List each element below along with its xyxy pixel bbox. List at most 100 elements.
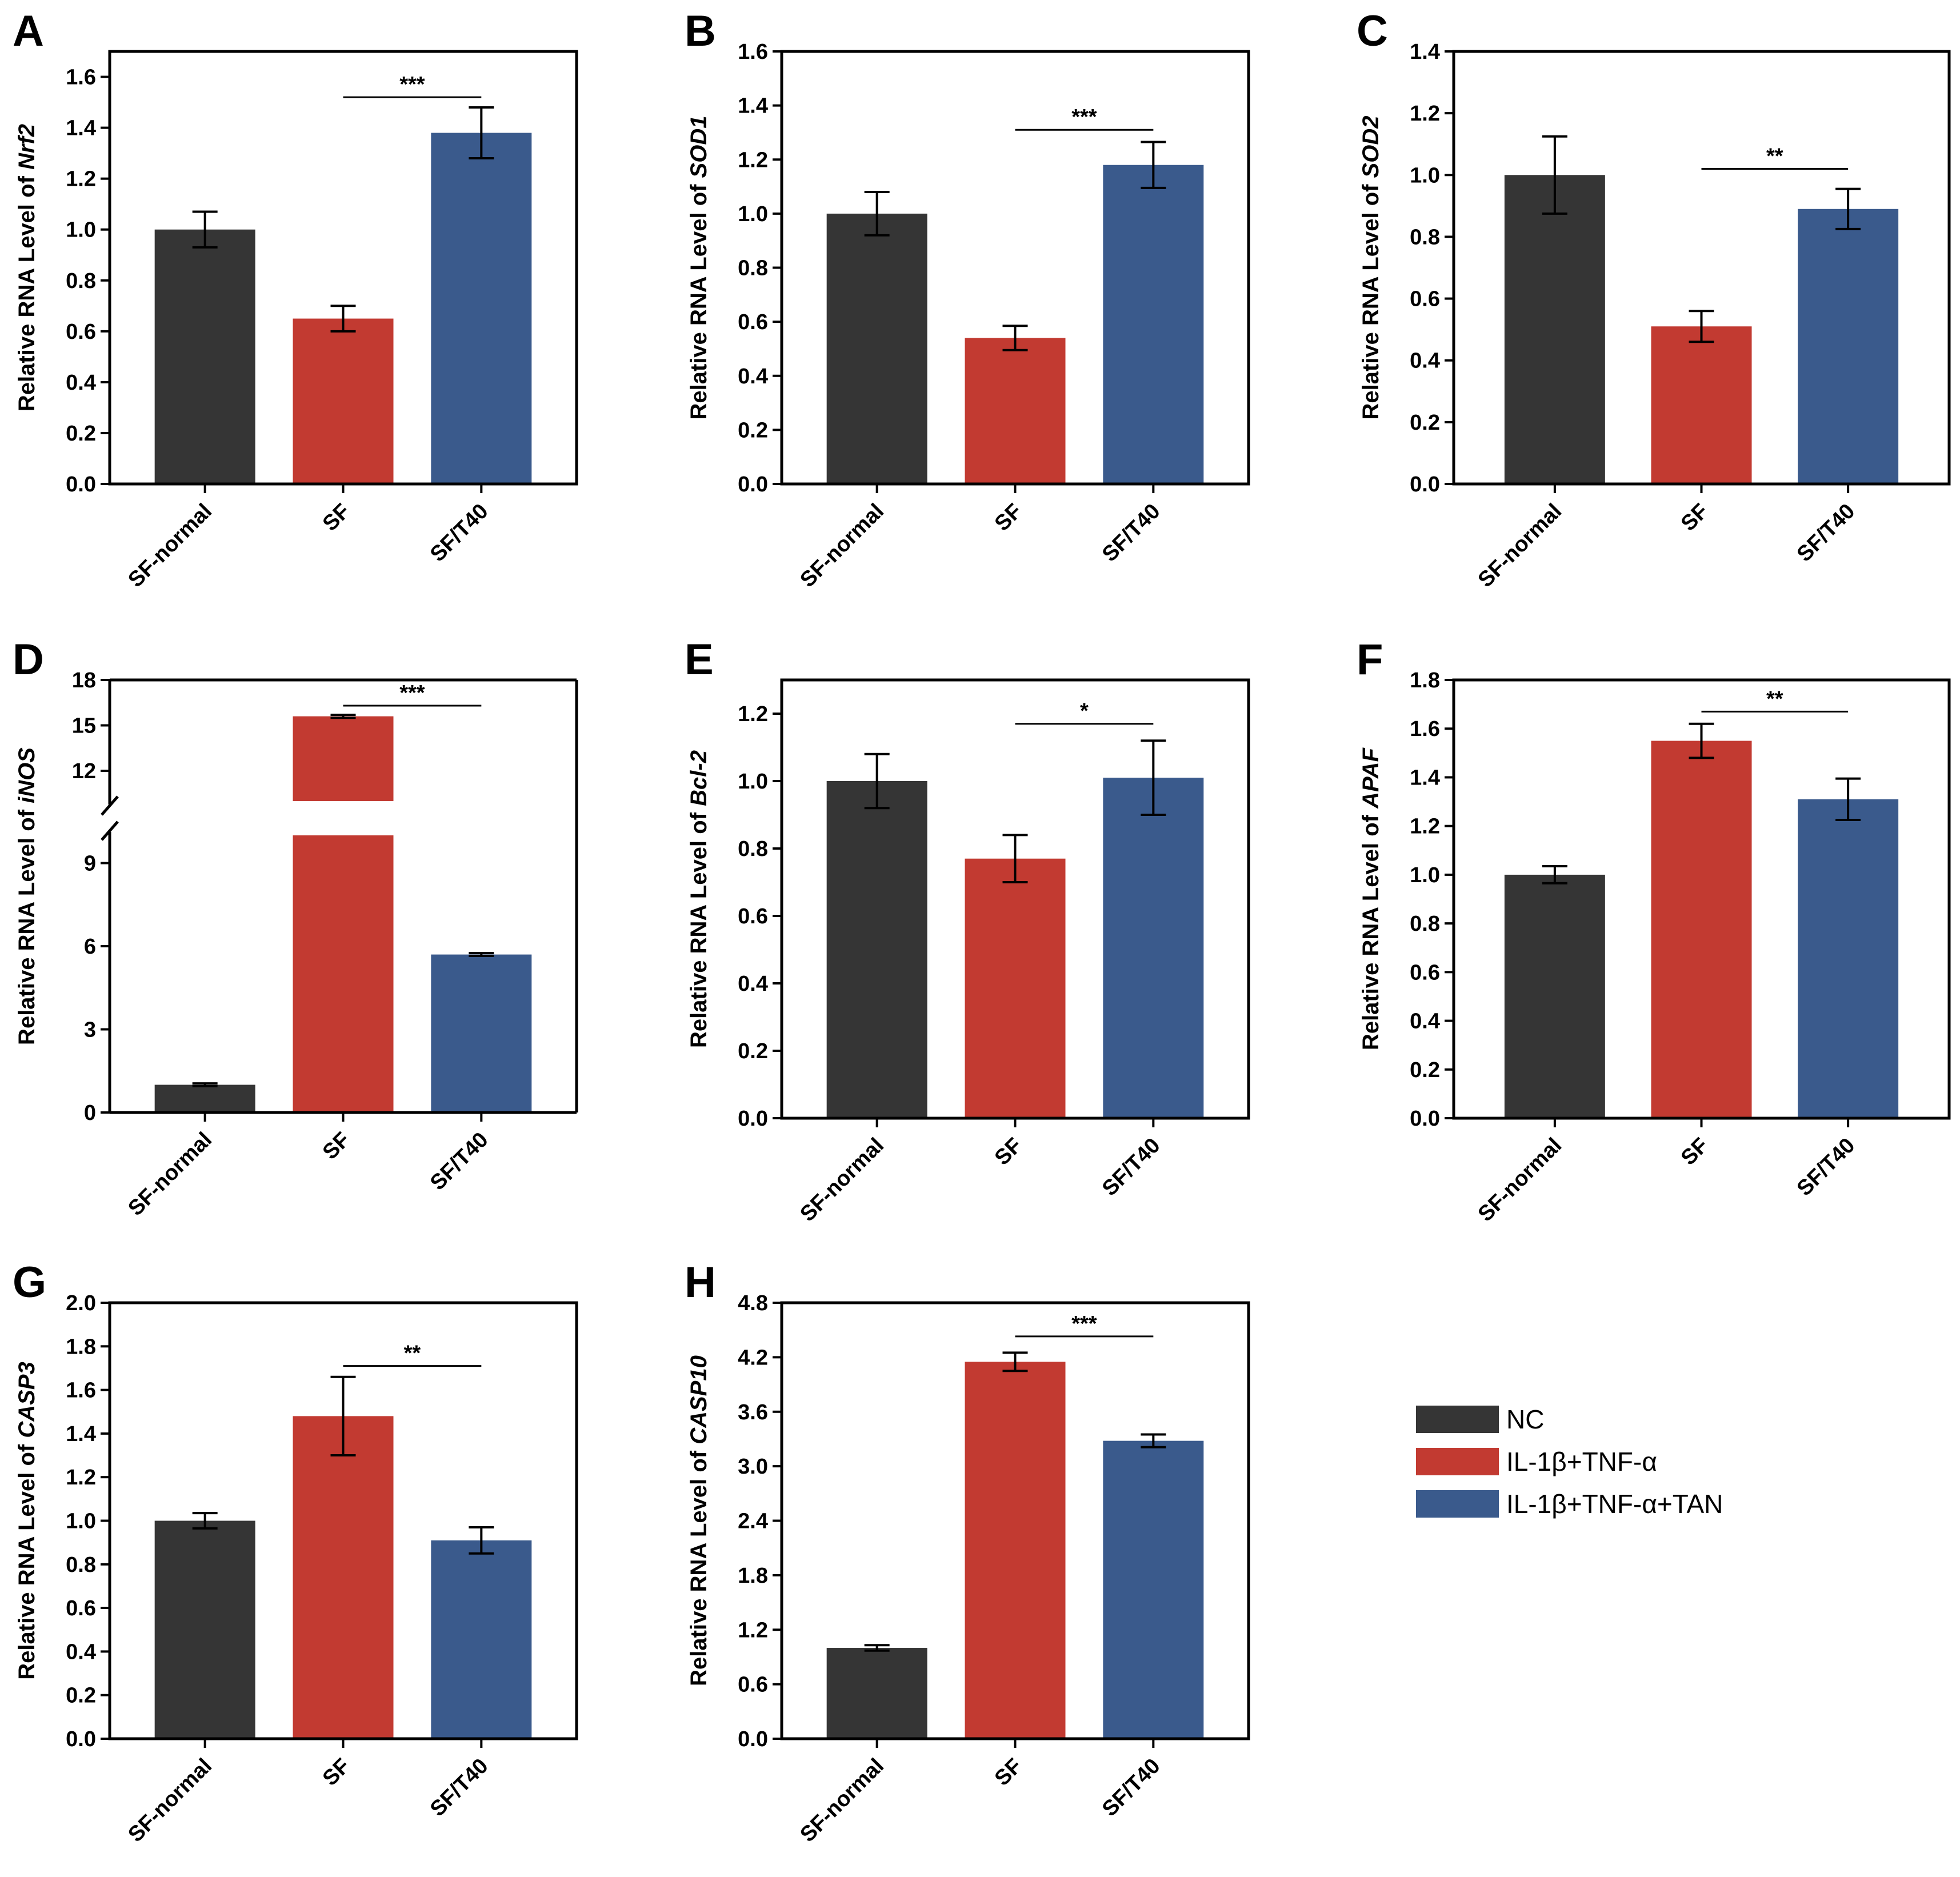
y-tick-label: 1.4 [66,117,96,141]
legend-swatch-il-1-tnf- [1416,1448,1499,1475]
significance-label: ** [404,1342,421,1366]
bar-sf [293,1416,394,1739]
y-tick-label: 0.8 [738,837,768,861]
y-tick-label: 1.8 [738,1564,768,1588]
panel-letter: D [13,635,44,684]
y-tick-label: 0.6 [738,1673,768,1697]
y-tick-label: 1.2 [738,702,768,726]
y-tick-label: 0.6 [66,1596,96,1620]
y-axis-label: Relative RNA Level of SOD1 [686,115,711,419]
y-axis-label-gene: Nrf2 [14,124,39,170]
bar-sf [965,338,1066,484]
y-tick-label: 9 [84,852,96,876]
y-axis-label-gene: CASP3 [14,1362,39,1438]
bar-sf [965,858,1066,1118]
panel-letter: F [1357,635,1383,684]
y-axis-label-prefix: Relative RNA Level of [14,170,39,411]
y-tick-label: 1.6 [1410,717,1440,741]
y-axis-label-prefix: Relative RNA Level of [14,1438,39,1680]
significance-label: ** [1766,687,1783,711]
y-axis-label-prefix: Relative RNA Level of [1358,809,1383,1050]
y-tick-label: 1.4 [1410,766,1440,790]
y-tick-label: 0.0 [738,1107,768,1131]
y-tick-label: 1.6 [738,40,768,64]
y-axis-label: Relative RNA Level of CASP10 [686,1355,711,1686]
y-tick-label: 1.6 [66,1379,96,1403]
y-axis-label-gene: APAF [1358,747,1383,809]
y-tick-label: 3 [84,1018,96,1042]
significance-label: ** [1766,144,1783,168]
y-tick-label: 0.0 [738,1727,768,1751]
y-tick-label: 0.0 [66,1727,96,1751]
significance-label: *** [1071,1312,1097,1336]
y-axis-label: Relative RNA Level of CASP3 [14,1362,39,1679]
chart-panel-B: 0.00.20.40.60.81.01.21.41.6SF-normal SF SF… [685,7,1250,592]
y-tick-label: 1.4 [66,1422,96,1446]
panel-letter: A [13,7,44,55]
y-tick-label: 0.2 [738,418,768,442]
y-tick-label: 0.4 [1410,1010,1440,1034]
significance-label: *** [399,681,425,705]
y-tick-label: 0.6 [1410,960,1440,984]
significance-label: * [1080,699,1089,723]
bar-sf-normal [154,1084,255,1112]
y-tick-label: 0.4 [66,371,96,395]
y-tick-label: 1.2 [1410,815,1440,839]
y-tick-label: 1.0 [738,770,768,794]
y-tick-label: 1.2 [738,148,768,172]
y-axis-label-prefix: Relative RNA Level of [686,178,711,419]
y-tick-label: 0.8 [1410,225,1440,249]
bar-sf-normal [1504,175,1605,484]
y-tick-label: 1.2 [66,1466,96,1490]
bar-sf-upper [293,716,394,801]
y-tick-label: 0.6 [738,905,768,929]
significance-label: *** [1071,105,1097,129]
y-tick-label: 6 [84,935,96,959]
y-tick-label: 1.2 [1410,102,1440,126]
chart-panel-A: 0.00.20.40.60.81.01.21.41.6SF-normal SF SF… [13,7,578,592]
y-tick-label: 3.0 [738,1455,768,1479]
bar-sf-t40 [1798,209,1899,484]
chart-panel-H: 0.00.61.21.82.43.03.64.24.8SF-normal SF SF… [685,1258,1250,1847]
legend-swatch-nc [1416,1406,1499,1433]
bar-sf-normal [826,781,927,1118]
y-axis-label: Relative RNA Level of APAF [1358,747,1383,1050]
bar-sf [1651,326,1752,484]
legend-label-il-1-tnf-tan: IL-1β+TNF-α+TAN [1506,1489,1723,1519]
y-tick-label: 1.0 [738,202,768,226]
y-tick-label: 1.4 [738,94,768,118]
y-tick-label: 2.4 [738,1510,768,1534]
bar-sf-normal [154,1520,255,1739]
y-tick-label: 0.2 [1410,1058,1440,1082]
y-tick-label: 1.0 [66,1510,96,1534]
bar-sf [293,318,394,484]
y-tick-label: 0.0 [1410,1107,1440,1131]
y-tick-label: 0.2 [66,1684,96,1708]
y-tick-label: 1.0 [1410,863,1440,887]
panel-letter: G [13,1258,46,1307]
y-tick-label: 1.4 [1410,40,1440,64]
y-axis-label-prefix: Relative RNA Level of [14,803,39,1045]
bar-sf-normal [1504,874,1605,1118]
y-axis-label: Relative RNA Level of iNOS [14,747,39,1045]
y-tick-label: 0.6 [66,320,96,344]
y-tick-label: 1.2 [738,1618,768,1642]
bar-sf-normal [154,229,255,484]
y-tick-label: 4.8 [738,1291,768,1315]
chart-panel-C: 0.00.20.40.60.81.01.21.4SF-normal SF SF/T4… [1357,7,1951,592]
y-axis-label-prefix: Relative RNA Level of [1358,178,1383,419]
bar-sf [1651,741,1752,1118]
y-tick-label: 1.0 [66,218,96,242]
y-tick-label: 0.8 [738,257,768,281]
y-axis-label: Relative RNA Level of SOD2 [1358,115,1383,419]
y-tick-label: 0.0 [1410,473,1440,497]
y-axis-label-gene: Bcl-2 [686,750,711,806]
y-tick-label: 0.2 [738,1039,768,1063]
y-tick-label: 0.2 [66,422,96,446]
y-axis-label: Relative RNA Level of Nrf2 [14,124,39,411]
y-tick-label: 0.4 [738,972,768,996]
y-tick-label: 18 [72,669,96,693]
y-tick-label: 2.0 [66,1291,96,1315]
bar-sf-t40 [1798,799,1899,1118]
